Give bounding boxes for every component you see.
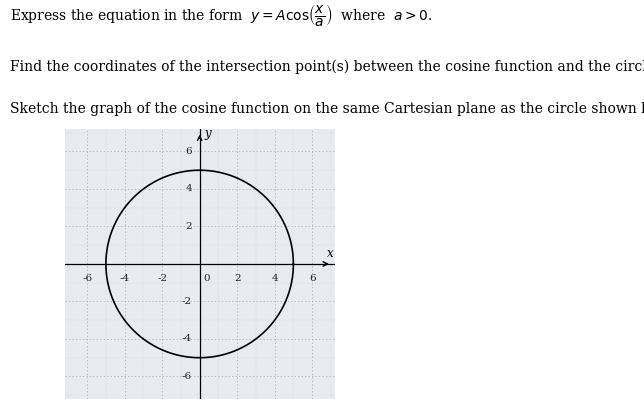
Text: y: y	[205, 127, 211, 140]
Text: Sketch the graph of the cosine function on the same Cartesian plane as the circl: Sketch the graph of the cosine function …	[10, 102, 644, 116]
Text: 2: 2	[185, 222, 192, 231]
Text: -4: -4	[120, 274, 129, 283]
Text: Express the equation in the form  $y = A\cos\!\left(\dfrac{x}{a}\right)$  where : Express the equation in the form $y = A\…	[10, 2, 432, 29]
Text: x: x	[327, 247, 333, 260]
Text: 6: 6	[309, 274, 316, 283]
Text: 0: 0	[203, 274, 209, 283]
Text: -6: -6	[82, 274, 92, 283]
Text: Find the coordinates of the intersection point(s) between the cosine function an: Find the coordinates of the intersection…	[10, 60, 644, 75]
Text: 6: 6	[185, 147, 192, 156]
Text: 4: 4	[271, 274, 278, 283]
Text: -2: -2	[182, 297, 192, 306]
Text: -2: -2	[157, 274, 167, 283]
Text: -4: -4	[182, 334, 192, 343]
Text: 4: 4	[185, 185, 192, 193]
Text: -6: -6	[182, 372, 192, 381]
Text: 2: 2	[234, 274, 240, 283]
